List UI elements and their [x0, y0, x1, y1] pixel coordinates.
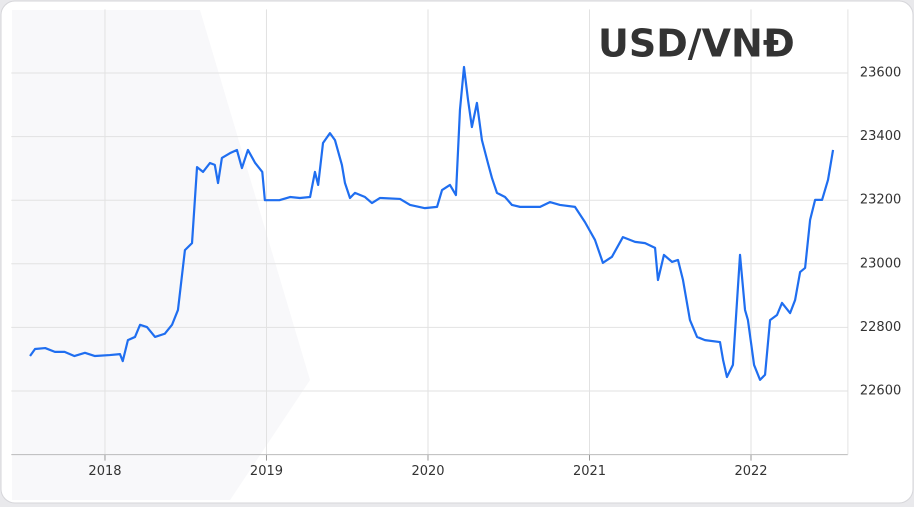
- grid: 22600 22800 23000 23200 23400 23600 2018 2019 20…: [11, 9, 901, 479]
- y-tick-label: 23000: [860, 256, 901, 271]
- x-tick-label: 2022: [734, 464, 767, 479]
- x-tick-label: 2019: [250, 464, 283, 479]
- x-tick-label: 2021: [573, 464, 606, 479]
- plot: [29, 65, 835, 381]
- y-tick-label: 23400: [860, 129, 901, 144]
- y-tick-label: 23600: [860, 66, 901, 81]
- y-tick-label: 22600: [860, 384, 901, 399]
- y-tick-label: 23200: [860, 193, 901, 208]
- x-tick-label: 2020: [411, 464, 444, 479]
- chart-title: USD/VNĐ: [598, 22, 795, 66]
- x-tick-label: 2018: [88, 464, 121, 479]
- line-series: [29, 65, 835, 381]
- y-tick-label: 22800: [860, 320, 901, 335]
- decoration: [12, 10, 310, 500]
